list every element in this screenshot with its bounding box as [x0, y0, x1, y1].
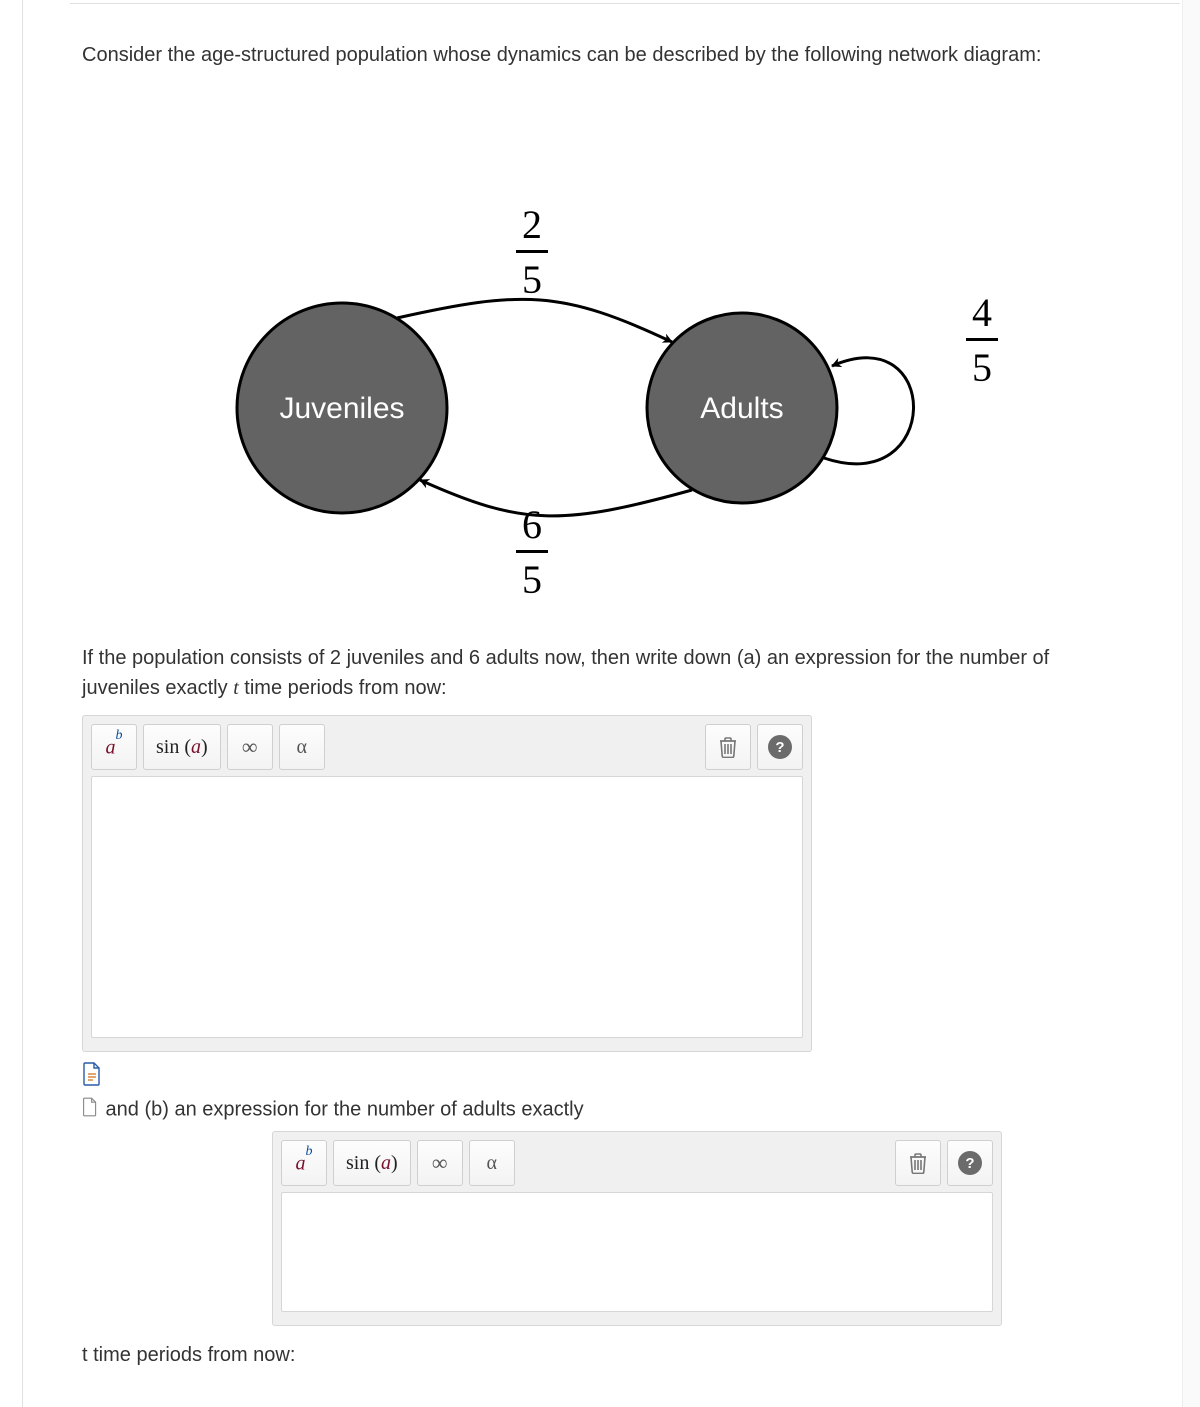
trash-button[interactable] — [895, 1140, 941, 1186]
alpha-button[interactable]: α — [279, 724, 325, 770]
part-b-text: and (b) an expression for the number of … — [100, 1098, 584, 1120]
sin-arg: a — [381, 1152, 391, 1174]
trash-button[interactable] — [705, 724, 751, 770]
alpha-glyph: α — [486, 1152, 496, 1175]
attachment-row-a — [82, 1062, 1130, 1091]
answer-input-a[interactable] — [91, 776, 803, 1038]
part-a-prefix: If the population consists of 2 juvenile… — [82, 647, 1049, 699]
sin-arg: a — [191, 736, 201, 758]
equation-editor-a: ab sin (a) ∞ α — [82, 715, 812, 1052]
exponent-button[interactable]: ab — [91, 724, 137, 770]
file-icon[interactable] — [82, 1062, 102, 1091]
equation-editor-b: ab sin (a) ∞ α — [272, 1131, 1002, 1326]
toolbar-a: ab sin (a) ∞ α — [83, 716, 811, 776]
answer-input-b[interactable] — [281, 1192, 993, 1312]
infinity-glyph: ∞ — [432, 1150, 448, 1176]
svg-text:Juveniles: Juveniles — [279, 392, 404, 425]
infinity-button[interactable]: ∞ — [417, 1140, 463, 1186]
svg-text:4: 4 — [972, 290, 992, 335]
network-diagram: Juveniles Adults 2 5 6 5 4 5 — [82, 98, 1130, 623]
editor-a-body — [83, 776, 811, 1051]
top-rule — [70, 3, 1180, 4]
exponent-sup: b — [306, 1144, 313, 1159]
row-b: ab sin (a) ∞ α — [82, 1131, 1130, 1326]
editor-b-body — [273, 1192, 1001, 1325]
intro-text: Consider the age-structured population w… — [82, 40, 1130, 70]
scrollbar-track[interactable] — [1182, 0, 1200, 1407]
help-icon: ? — [768, 735, 792, 759]
content-panel: Consider the age-structured population w… — [22, 0, 1180, 1407]
sin-button[interactable]: sin (a) — [333, 1140, 411, 1186]
svg-text:5: 5 — [522, 557, 542, 602]
panel-left-border — [22, 0, 23, 1407]
svg-text:6: 6 — [522, 502, 542, 547]
toolbar-b: ab sin (a) ∞ α — [273, 1132, 1001, 1192]
alpha-button[interactable]: α — [469, 1140, 515, 1186]
svg-text:2: 2 — [522, 202, 542, 247]
file-icon-small[interactable] — [82, 1097, 98, 1123]
help-button[interactable]: ? — [757, 724, 803, 770]
part-a-suffix: time periods from now: — [239, 677, 447, 699]
below-text: t time periods from now: — [82, 1344, 1130, 1367]
help-icon: ? — [958, 1151, 982, 1175]
sin-label: sin — [156, 736, 179, 758]
help-button[interactable]: ? — [947, 1140, 993, 1186]
svg-text:5: 5 — [972, 345, 992, 390]
diagram-svg: Juveniles Adults 2 5 6 5 4 5 — [82, 98, 1042, 618]
exponent-base: a — [296, 1152, 306, 1174]
trash-icon — [908, 1152, 928, 1174]
svg-text:Adults: Adults — [700, 392, 783, 425]
svg-text:5: 5 — [522, 257, 542, 302]
exponent-button[interactable]: ab — [281, 1140, 327, 1186]
page: Consider the age-structured population w… — [0, 0, 1200, 1407]
alpha-glyph: α — [296, 736, 306, 759]
part-b-row: and (b) an expression for the number of … — [82, 1097, 1130, 1123]
exponent-base: a — [106, 736, 116, 758]
trash-icon — [718, 736, 738, 758]
below-suffix: time periods from now: — [88, 1344, 296, 1366]
sin-button[interactable]: sin (a) — [143, 724, 221, 770]
question-body: Consider the age-structured population w… — [22, 0, 1180, 1407]
part-a-prompt: If the population consists of 2 juvenile… — [82, 643, 1130, 703]
infinity-glyph: ∞ — [242, 734, 258, 760]
infinity-button[interactable]: ∞ — [227, 724, 273, 770]
sin-label: sin — [346, 1152, 369, 1174]
exponent-sup: b — [116, 728, 123, 743]
